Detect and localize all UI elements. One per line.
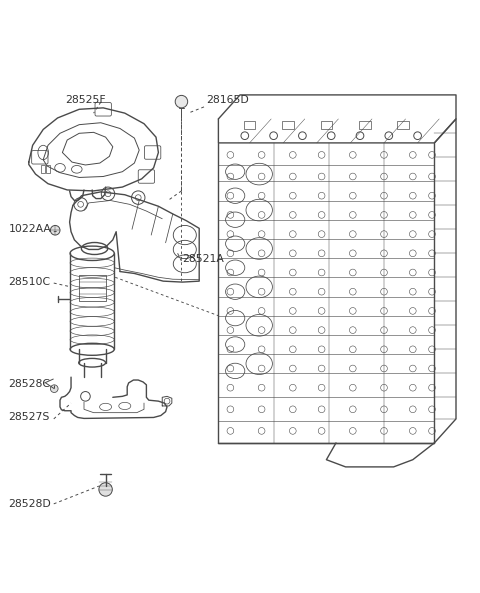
Text: 28528C: 28528C — [9, 379, 51, 389]
Circle shape — [50, 225, 60, 235]
Text: 28525F: 28525F — [65, 95, 106, 105]
Circle shape — [175, 95, 188, 108]
Text: 28165D: 28165D — [206, 95, 249, 105]
Circle shape — [99, 483, 112, 496]
Text: 28510C: 28510C — [9, 277, 51, 287]
Text: 28528D: 28528D — [9, 499, 51, 509]
Circle shape — [50, 385, 58, 393]
Text: 28521A: 28521A — [182, 254, 224, 264]
Text: 28527S: 28527S — [9, 413, 50, 422]
Text: 1022AA: 1022AA — [9, 224, 51, 234]
